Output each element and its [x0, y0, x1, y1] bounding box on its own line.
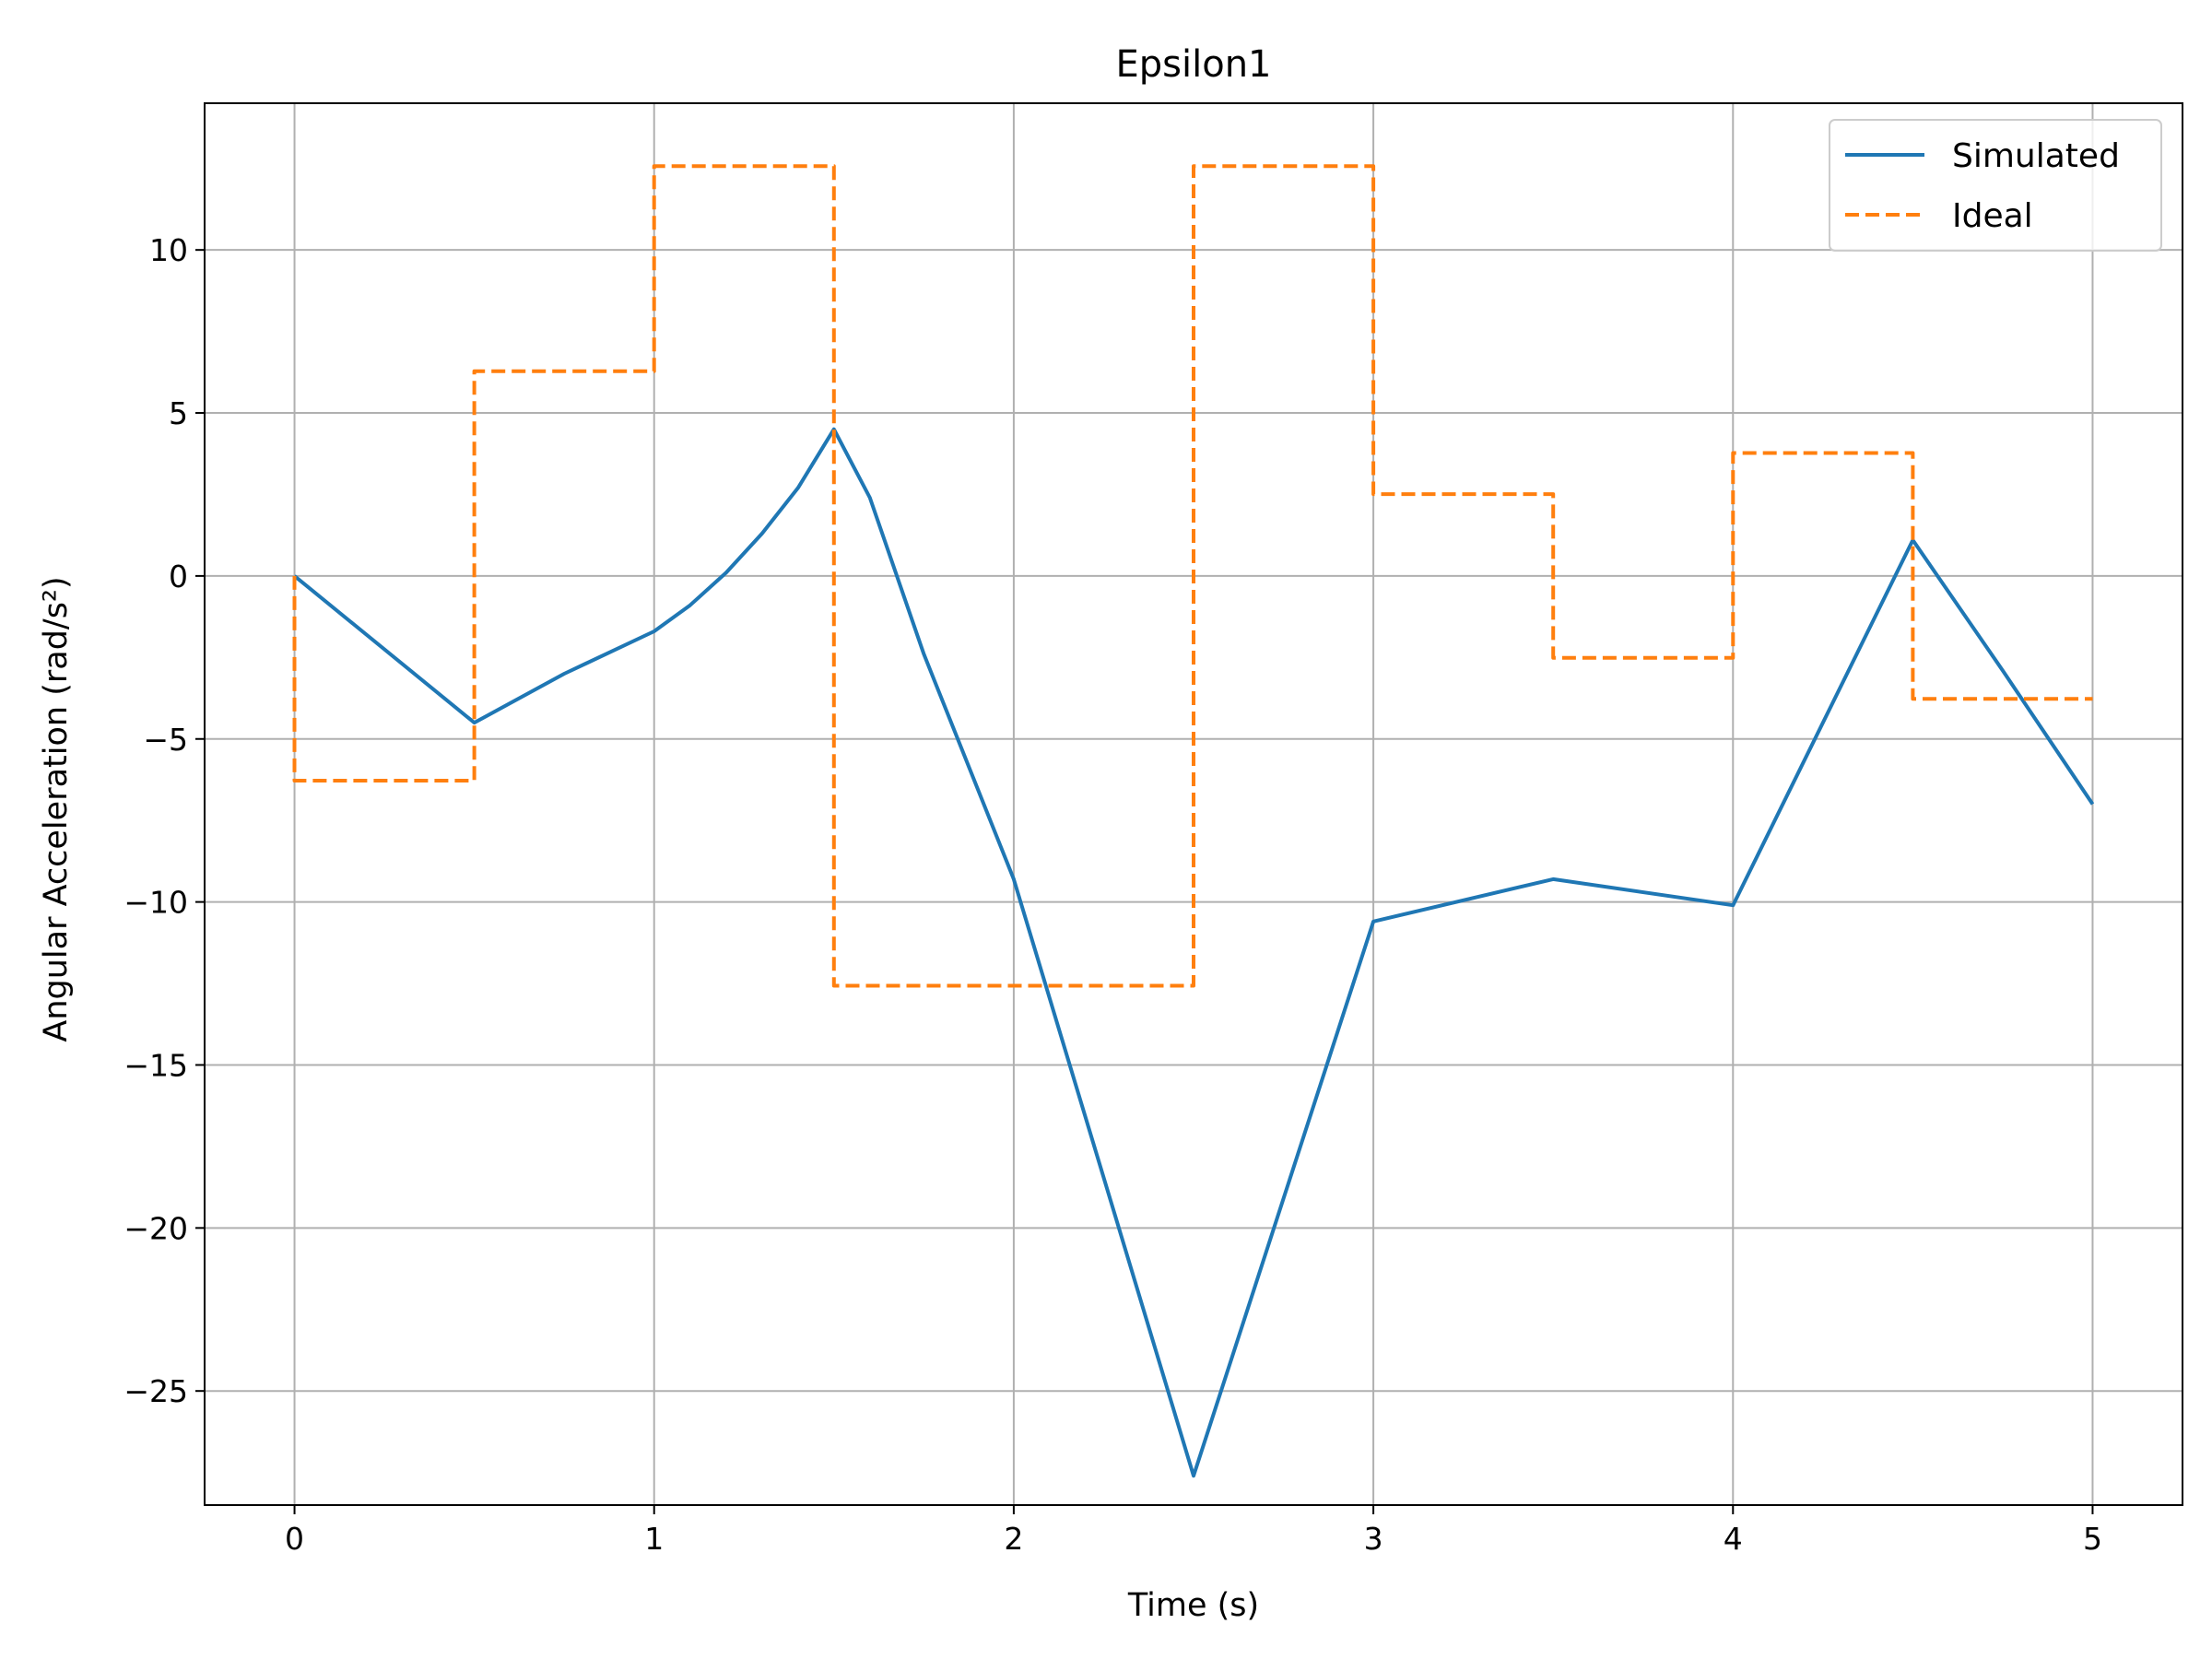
legend-label-simulated: Simulated — [1952, 137, 2120, 175]
chart-title: Epsilon1 — [1115, 43, 1271, 86]
x-tick-label: 0 — [285, 1521, 304, 1557]
series-layer — [292, 164, 2095, 1478]
y-tick-label: 5 — [169, 395, 188, 431]
y-tick-label: −15 — [124, 1047, 188, 1083]
y-tick-label: 10 — [149, 232, 188, 268]
y-tick-label: 0 — [169, 559, 188, 594]
y-tick-label: −20 — [124, 1210, 188, 1246]
y-tick-label: −25 — [124, 1373, 188, 1409]
legend-box — [1829, 119, 2162, 252]
y-axis-title: Angular Acceleration (rad/s²) — [38, 576, 75, 1041]
x-tick-label: 1 — [644, 1521, 664, 1557]
plot-frame — [204, 102, 2183, 1506]
series-line-ideal — [292, 164, 2093, 988]
legend: Simulated Ideal — [1829, 119, 2162, 252]
x-tick-label: 3 — [1364, 1521, 1383, 1557]
x-axis-title: Time (s) — [1127, 1587, 1259, 1624]
legend-label-ideal: Ideal — [1952, 197, 2033, 235]
series-line-simulated — [293, 427, 2095, 1478]
y-tick-label: −10 — [124, 885, 188, 921]
x-tick-label: 2 — [1004, 1521, 1023, 1557]
ticks: 0 1 2 3 4 5 −25 −20 −15 −10 −5 0 5 10 — [124, 232, 2102, 1557]
x-tick-label: 5 — [2083, 1521, 2102, 1557]
x-tick-label: 4 — [1724, 1521, 1743, 1557]
y-tick-label: −5 — [143, 722, 188, 758]
